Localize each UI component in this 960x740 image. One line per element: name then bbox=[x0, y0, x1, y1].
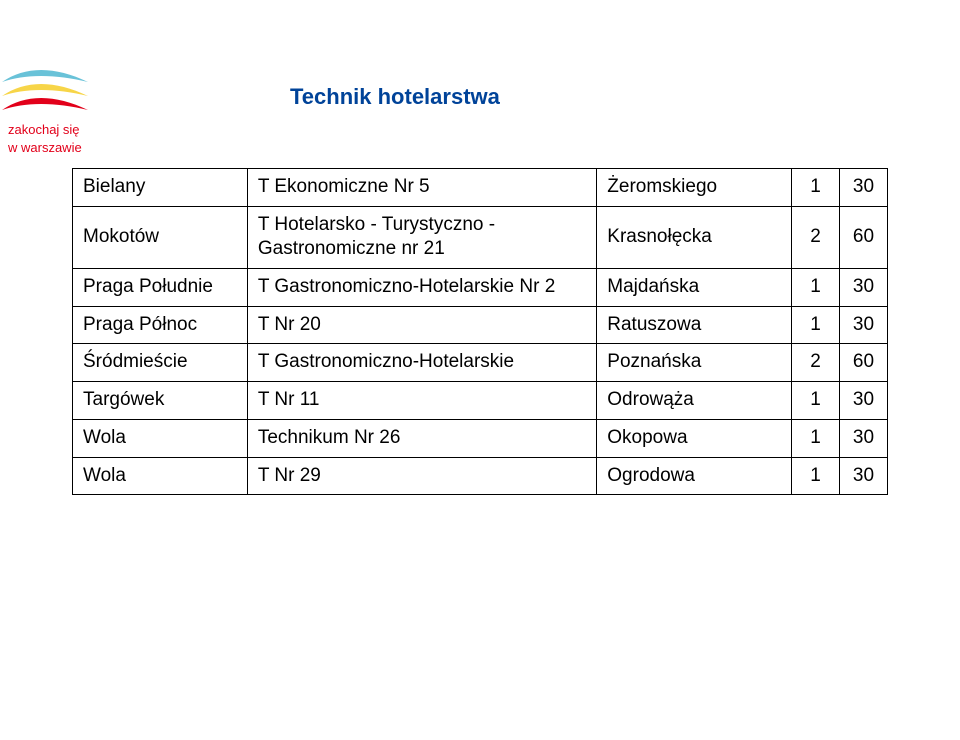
table-row: Praga Północ T Nr 20 Ratuszowa 1 30 bbox=[73, 306, 888, 344]
table-row: Wola T Nr 29 Ogrodowa 1 30 bbox=[73, 457, 888, 495]
district-cell: Targówek bbox=[73, 382, 248, 420]
school-cell: T Nr 11 bbox=[247, 382, 596, 420]
groups-cell: 2 bbox=[792, 206, 840, 268]
wave-mid bbox=[2, 84, 88, 96]
school-cell: T Hotelarsko - Turystyczno - Gastronomic… bbox=[247, 206, 596, 268]
school-table-wrap: Bielany T Ekonomiczne Nr 5 Żeromskiego 1… bbox=[72, 168, 888, 495]
page: zakochaj się w warszawie Technik hotelar… bbox=[0, 0, 960, 740]
city-logo: zakochaj się w warszawie bbox=[0, 60, 90, 180]
groups-cell: 1 bbox=[792, 169, 840, 207]
school-cell: T Ekonomiczne Nr 5 bbox=[247, 169, 596, 207]
street-cell: Poznańska bbox=[597, 344, 792, 382]
groups-cell: 1 bbox=[792, 419, 840, 457]
logo-tagline-2: w warszawie bbox=[7, 140, 82, 155]
school-table: Bielany T Ekonomiczne Nr 5 Żeromskiego 1… bbox=[72, 168, 888, 495]
district-cell: Praga Południe bbox=[73, 269, 248, 307]
district-cell: Mokotów bbox=[73, 206, 248, 268]
table-row: Mokotów T Hotelarsko - Turystyczno - Gas… bbox=[73, 206, 888, 268]
city-logo-svg: zakochaj się w warszawie bbox=[0, 60, 90, 180]
table-row: Wola Technikum Nr 26 Okopowa 1 30 bbox=[73, 419, 888, 457]
table-row: Bielany T Ekonomiczne Nr 5 Żeromskiego 1… bbox=[73, 169, 888, 207]
table-row: Targówek T Nr 11 Odrowąża 1 30 bbox=[73, 382, 888, 420]
street-cell: Żeromskiego bbox=[597, 169, 792, 207]
table-row: Śródmieście T Gastronomiczno-Hotelarskie… bbox=[73, 344, 888, 382]
groups-cell: 2 bbox=[792, 344, 840, 382]
district-cell: Śródmieście bbox=[73, 344, 248, 382]
street-cell: Krasnołęcka bbox=[597, 206, 792, 268]
wave-bot bbox=[2, 98, 88, 110]
street-cell: Majdańska bbox=[597, 269, 792, 307]
school-cell: T Gastronomiczno-Hotelarskie bbox=[247, 344, 596, 382]
capacity-cell: 30 bbox=[840, 269, 888, 307]
school-cell: T Nr 29 bbox=[247, 457, 596, 495]
capacity-cell: 30 bbox=[840, 169, 888, 207]
district-cell: Wola bbox=[73, 419, 248, 457]
school-cell: T Nr 20 bbox=[247, 306, 596, 344]
table-row: Praga Południe T Gastronomiczno-Hotelars… bbox=[73, 269, 888, 307]
district-cell: Bielany bbox=[73, 169, 248, 207]
district-cell: Wola bbox=[73, 457, 248, 495]
school-table-body: Bielany T Ekonomiczne Nr 5 Żeromskiego 1… bbox=[73, 169, 888, 495]
capacity-cell: 30 bbox=[840, 382, 888, 420]
capacity-cell: 30 bbox=[840, 306, 888, 344]
page-title: Technik hotelarstwa bbox=[290, 84, 500, 110]
street-cell: Ratuszowa bbox=[597, 306, 792, 344]
wave-top bbox=[2, 70, 88, 82]
logo-tagline-1: zakochaj się bbox=[8, 122, 80, 137]
groups-cell: 1 bbox=[792, 306, 840, 344]
capacity-cell: 60 bbox=[840, 206, 888, 268]
street-cell: Ogrodowa bbox=[597, 457, 792, 495]
street-cell: Okopowa bbox=[597, 419, 792, 457]
capacity-cell: 60 bbox=[840, 344, 888, 382]
school-cell: T Gastronomiczno-Hotelarskie Nr 2 bbox=[247, 269, 596, 307]
school-cell: Technikum Nr 26 bbox=[247, 419, 596, 457]
capacity-cell: 30 bbox=[840, 419, 888, 457]
groups-cell: 1 bbox=[792, 382, 840, 420]
groups-cell: 1 bbox=[792, 269, 840, 307]
groups-cell: 1 bbox=[792, 457, 840, 495]
capacity-cell: 30 bbox=[840, 457, 888, 495]
street-cell: Odrowąża bbox=[597, 382, 792, 420]
district-cell: Praga Północ bbox=[73, 306, 248, 344]
